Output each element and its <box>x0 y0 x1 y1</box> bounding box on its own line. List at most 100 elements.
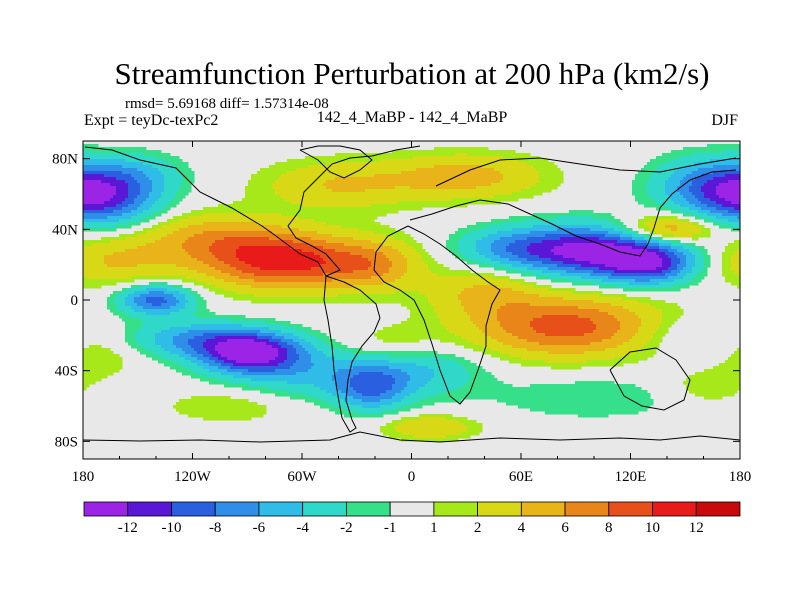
contour-cell <box>269 273 273 277</box>
contour-cell <box>251 201 255 205</box>
contour-cell <box>212 246 216 250</box>
contour-cell <box>152 210 156 214</box>
contour-cell <box>260 276 264 280</box>
contour-cell <box>215 264 219 268</box>
contour-cell <box>167 321 171 325</box>
contour-cell <box>134 345 138 349</box>
contour-cell <box>260 327 264 331</box>
contour-cell <box>89 165 93 169</box>
contour-cell <box>284 252 288 256</box>
contour-cell <box>296 279 300 283</box>
contour-cell <box>179 327 183 331</box>
contour-cell <box>275 279 279 283</box>
contour-cell <box>197 279 201 283</box>
contour-cell <box>185 348 189 352</box>
contour-cell <box>152 264 156 268</box>
contour-cell <box>125 264 129 268</box>
contour-cell <box>179 303 183 307</box>
contour-cell <box>176 288 180 292</box>
contour-cell <box>224 279 228 283</box>
contour-cell <box>86 381 90 385</box>
contour-cell <box>230 240 234 244</box>
contour-cell <box>164 336 168 340</box>
contour-cell <box>290 198 294 202</box>
contour-cell <box>125 183 129 187</box>
contour-cell <box>299 243 303 247</box>
contour-cell <box>272 180 276 184</box>
contour-cell <box>302 198 306 202</box>
contour-cell <box>185 261 189 265</box>
contour-cell <box>101 180 105 184</box>
contour-cell <box>152 303 156 307</box>
contour-cell <box>302 285 306 289</box>
contour-cell <box>152 150 156 154</box>
contour-cell <box>239 264 243 268</box>
contour-cell <box>152 327 156 331</box>
contour-cell <box>308 216 312 220</box>
contour-cell <box>143 171 147 175</box>
contour-cell <box>92 357 96 361</box>
contour-cell <box>224 231 228 235</box>
contour-cell <box>149 162 153 166</box>
contour-cell <box>122 213 126 217</box>
contour-cell <box>206 333 210 337</box>
contour-cell <box>209 213 213 217</box>
contour-cell <box>149 306 153 310</box>
contour-cell <box>230 348 234 352</box>
contour-cell <box>140 321 144 325</box>
contour-cell <box>296 252 300 256</box>
contour-cell <box>254 342 258 346</box>
contour-cell <box>221 210 225 214</box>
contour-cell <box>140 351 144 355</box>
contour-cell <box>305 192 309 196</box>
contour-cell <box>185 327 189 331</box>
contour-cell <box>149 237 153 241</box>
contour-cell <box>143 177 147 181</box>
contour-cell <box>185 297 189 301</box>
contour-cell <box>221 225 225 229</box>
contour-cell <box>170 366 174 370</box>
contour-cell <box>152 162 156 166</box>
contour-cell <box>194 357 198 361</box>
contour-cell <box>125 318 129 322</box>
contour-cell <box>92 183 96 187</box>
contour-cell <box>158 336 162 340</box>
contour-cell <box>89 216 93 220</box>
contour-cell <box>113 228 117 232</box>
contour-cell <box>176 408 180 412</box>
contour-cell <box>278 330 282 334</box>
contour-cell <box>311 270 315 274</box>
contour-cell <box>266 369 270 373</box>
contour-cell <box>296 297 300 301</box>
contour-cell <box>197 243 201 247</box>
contour-cell <box>275 213 279 217</box>
contour-cell <box>95 249 99 253</box>
contour-cell <box>104 360 108 364</box>
contour-cell <box>257 189 261 193</box>
contour-cell <box>125 192 129 196</box>
contour-cell <box>200 342 204 346</box>
contour-cell <box>134 201 138 205</box>
contour-cell <box>128 243 132 247</box>
contour-cell <box>170 333 174 337</box>
contour-cell <box>128 258 132 262</box>
contour-cell <box>137 165 141 169</box>
contour-cell <box>278 246 282 250</box>
contour-cell <box>299 234 303 238</box>
contour-cell <box>155 192 159 196</box>
contour-cell <box>137 156 141 160</box>
contour-cell <box>302 186 306 190</box>
contour-cell <box>173 255 177 259</box>
contour-cell <box>290 240 294 244</box>
contour-cell <box>299 339 303 343</box>
contour-cell <box>185 270 189 274</box>
contour-cell <box>146 264 150 268</box>
contour-cell <box>302 348 306 352</box>
contour-cell <box>308 183 312 187</box>
contour-cell <box>158 351 162 355</box>
contour-cell <box>284 357 288 361</box>
contour-cell <box>116 165 120 169</box>
contour-cell <box>236 267 240 271</box>
contour-cell <box>269 357 273 361</box>
contour-cell <box>161 246 165 250</box>
